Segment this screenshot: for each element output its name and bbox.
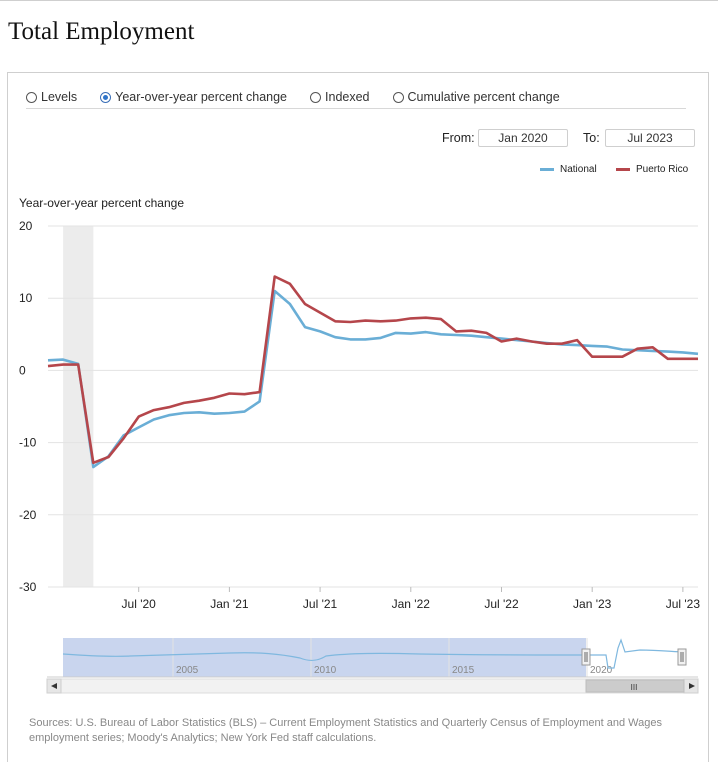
- navigator-series-line: [62, 638, 686, 669]
- radio-circle-icon[interactable]: [100, 91, 112, 103]
- navigator-tick-label: 2020: [590, 665, 613, 676]
- recession-shading: [63, 226, 94, 587]
- legend-swatch: [540, 168, 554, 171]
- radio-year-over-year[interactable]: Year-over-year percent change: [93, 90, 287, 104]
- legend-swatch: [616, 168, 630, 171]
- chart-panel: [7, 72, 709, 762]
- navigator-handle[interactable]: [581, 648, 591, 666]
- legend-item-national[interactable]: National: [540, 164, 597, 175]
- y-tick-label: -20: [19, 508, 37, 522]
- to-date-input[interactable]: Jul 2023: [605, 129, 695, 147]
- to-label: To:: [583, 131, 600, 145]
- y-axis-title: Year-over-year percent change: [19, 196, 184, 210]
- radio-label: Year-over-year percent change: [115, 90, 288, 104]
- arrow-right-icon: [689, 683, 695, 689]
- radio-cumulative[interactable]: Cumulative percent change: [386, 90, 560, 104]
- legend-label: National: [560, 164, 597, 175]
- y-tick-label: 0: [19, 363, 26, 377]
- from-label: From:: [442, 131, 475, 145]
- radio-label: Levels: [41, 90, 78, 104]
- x-tick-label: Jul '20: [122, 597, 157, 611]
- y-tick-label: 10: [19, 291, 33, 305]
- radio-indexed[interactable]: Indexed: [303, 90, 370, 104]
- x-tick-label: Jul '22: [484, 597, 519, 611]
- x-tick-label: Jan '23: [573, 597, 612, 611]
- scrollbar-grip: III: [631, 683, 638, 692]
- radio-label: Cumulative percent change: [407, 90, 560, 104]
- navigator-tick-label: 2005: [176, 665, 199, 676]
- legend-item-puerto-rico[interactable]: Puerto Rico: [616, 164, 688, 175]
- navigator: 2005 2010 2015 2020: [47, 638, 698, 678]
- scrollbar-thumb[interactable]: [585, 679, 685, 693]
- navigator-tick-label: 2010: [314, 665, 337, 676]
- y-tick-label: -10: [19, 436, 37, 450]
- navigator-handle[interactable]: [677, 648, 687, 666]
- sources-note: Sources: U.S. Bureau of Labor Statistics…: [29, 717, 662, 744]
- y-tick-label: -30: [19, 580, 37, 594]
- y-tick-label: 20: [19, 219, 33, 233]
- x-tick-label: Jan '22: [392, 597, 431, 611]
- x-tick-label: Jul '23: [666, 597, 701, 611]
- legend-label: Puerto Rico: [636, 164, 689, 175]
- radio-circle-icon[interactable]: [26, 91, 37, 103]
- top-divider: [0, 0, 718, 1]
- series-line-national: [47, 289, 699, 469]
- navigator-scrollbar: III: [46, 678, 699, 694]
- display-mode-radio-group: Levels Year-over-year percent change Ind…: [26, 86, 686, 109]
- navigator-tick-label: 2015: [452, 665, 475, 676]
- radio-levels[interactable]: Levels: [26, 90, 77, 104]
- x-tick-label: Jul '21: [303, 597, 338, 611]
- radio-circle-icon[interactable]: [392, 91, 404, 103]
- series-line-puerto-rico: [47, 275, 698, 465]
- page-title: Total Employment: [8, 18, 195, 45]
- arrow-left-icon: [51, 683, 57, 689]
- radio-circle-icon[interactable]: [310, 91, 322, 103]
- from-date-input[interactable]: Jan 2020: [478, 129, 568, 147]
- x-tick-label: Jan '21: [210, 597, 249, 611]
- radio-label: Indexed: [325, 90, 370, 104]
